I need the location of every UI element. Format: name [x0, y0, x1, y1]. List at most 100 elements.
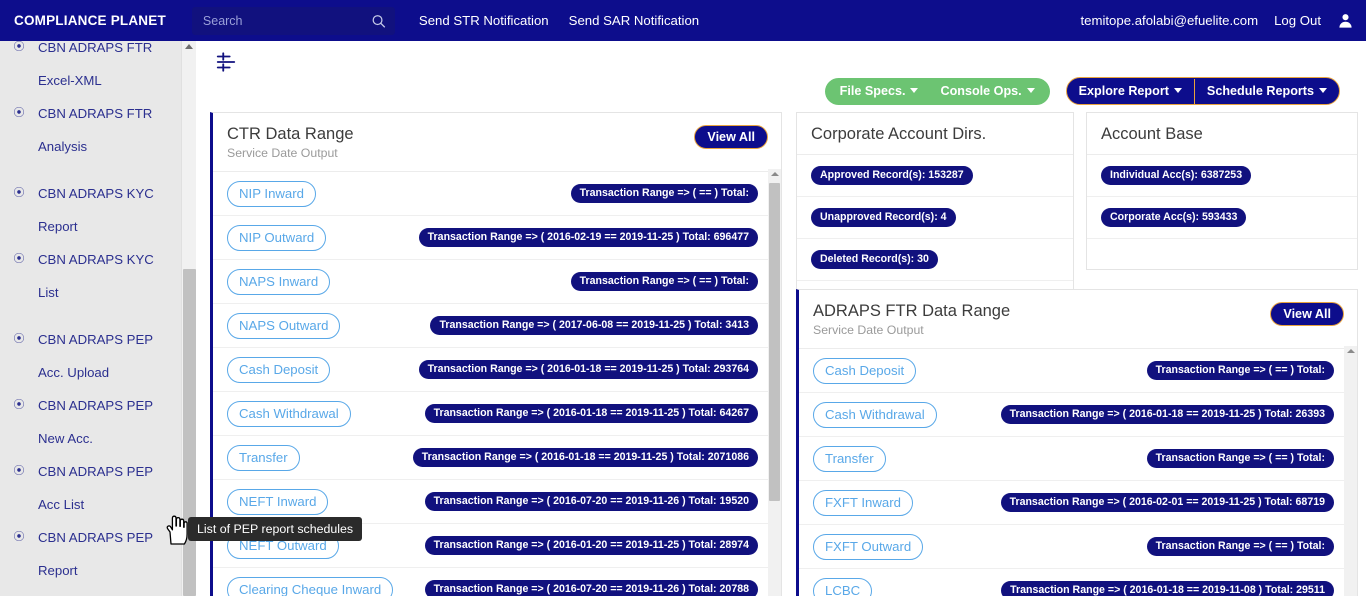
send-sar-notification-link[interactable]: Send SAR Notification: [568, 13, 700, 28]
file-specs-label: File Specs.: [839, 83, 906, 98]
sidebar-item-3[interactable]: ⦿ CBN ADRAPS KYC List: [0, 243, 181, 309]
table-row: NIP Inward Transaction Range => ( == ) To…: [213, 172, 768, 216]
explore-report-dropdown[interactable]: Explore Report: [1067, 79, 1194, 104]
chevron-down-icon: [910, 87, 919, 93]
sidebar-tooltip: List of PEP report schedules: [188, 517, 363, 541]
adraps-card-subtitle: Service Date Output: [813, 323, 924, 337]
scroll-up-arrow-icon[interactable]: [1346, 349, 1355, 353]
category-pill[interactable]: Transfer: [227, 444, 300, 471]
category-pill[interactable]: Cash Deposit: [227, 356, 331, 383]
record-count-badge[interactable]: Individual Acc(s): 6387253: [1101, 166, 1252, 185]
record-count-badge[interactable]: Unapproved Record(s): 4: [811, 208, 956, 227]
sidebar-item-6[interactable]: ⦿ CBN ADRAPS PEP Acc List: [0, 455, 181, 521]
clock-icon: ⦿: [13, 253, 25, 265]
sidebar-item-7[interactable]: ⦿ CBN ADRAPS PEP Report: [0, 521, 181, 587]
transaction-range-badge[interactable]: Transaction Range => ( == ) Total:: [1146, 537, 1334, 556]
adraps-scrollbar[interactable]: [1344, 346, 1357, 596]
user-avatar-icon[interactable]: [1337, 12, 1354, 29]
sidebar-item-8[interactable]: ⦿ CBN ADRAPS PEP List: [0, 587, 181, 596]
sidebar-item-label: CBN ADRAPS PEP Report: [38, 530, 153, 578]
category-pill[interactable]: FXFT Inward: [813, 489, 913, 516]
category-pill[interactable]: Clearing Cheque Inward: [227, 576, 394, 596]
sidebar-item-label: CBN ADRAPS FTR Excel-XML: [38, 41, 153, 88]
transaction-range-badge[interactable]: Transaction Range => ( 2016-07-20 == 201…: [424, 492, 758, 511]
transaction-range-badge[interactable]: Transaction Range => ( 2016-01-18 == 201…: [418, 360, 758, 379]
ctr-data-range-card: CTR Data Range Service Date Output View …: [210, 112, 782, 596]
transaction-range-badge[interactable]: Transaction Range => ( == ) Total:: [1146, 361, 1334, 380]
table-row: Transfer Transaction Range => ( == ) Tota…: [799, 437, 1344, 481]
category-pill[interactable]: NIP Outward: [227, 224, 327, 251]
scroll-up-arrow-icon[interactable]: [770, 172, 779, 176]
category-pill[interactable]: Cash Withdrawal: [813, 401, 937, 428]
sidebar-item-label: CBN ADRAPS KYC List: [38, 252, 154, 300]
transaction-range-badge[interactable]: Transaction Range => ( 2017-06-08 == 201…: [430, 316, 758, 335]
search-box[interactable]: [191, 6, 395, 35]
schedule-reports-dropdown[interactable]: Schedule Reports: [1193, 78, 1339, 104]
sliders-filter-icon[interactable]: [215, 51, 237, 73]
transaction-range-badge[interactable]: Transaction Range => ( 2016-01-20 == 201…: [424, 536, 758, 555]
ctr-view-all-button[interactable]: View All: [694, 125, 768, 149]
user-email-label: temitope.afolabi@efuelite.com: [1080, 13, 1259, 28]
ctr-scrollbar-thumb[interactable]: [769, 183, 780, 501]
category-pill[interactable]: Transfer: [813, 445, 886, 472]
transaction-range-badge[interactable]: Transaction Range => ( 2016-01-18 == 201…: [1000, 405, 1334, 424]
send-str-notification-link[interactable]: Send STR Notification: [418, 13, 549, 28]
sidebar-item-5[interactable]: ⦿ CBN ADRAPS PEP New Acc.: [0, 389, 181, 455]
category-pill[interactable]: LCBC: [813, 577, 873, 596]
clock-icon: ⦿: [13, 399, 25, 411]
category-pill[interactable]: NAPS Outward: [227, 312, 341, 339]
navy-button-group: Explore Report Schedule Reports: [1065, 77, 1340, 105]
category-pill[interactable]: Cash Deposit: [813, 357, 917, 384]
transaction-range-badge[interactable]: Transaction Range => ( 2016-01-18 == 201…: [1001, 581, 1334, 596]
sidebar-scrollbar[interactable]: [181, 41, 196, 596]
sidebar-item-4[interactable]: ⦿ CBN ADRAPS PEP Acc. Upload: [0, 323, 181, 389]
table-row: Cash Withdrawal Transaction Range => ( 20…: [213, 392, 768, 436]
transaction-range-badge[interactable]: Transaction Range => ( == ) Total:: [570, 272, 758, 291]
adraps-view-all-button[interactable]: View All: [1270, 302, 1344, 326]
transaction-range-badge[interactable]: Transaction Range => ( 2016-02-19 == 201…: [418, 228, 758, 247]
transaction-range-badge[interactable]: Transaction Range => ( 2016-07-20 == 201…: [424, 580, 758, 596]
console-ops-dropdown[interactable]: Console Ops.: [929, 78, 1045, 105]
category-pill[interactable]: NIP Inward: [227, 180, 316, 207]
corporate-card-title: Corporate Account Dirs.: [811, 125, 987, 143]
transaction-range-badge[interactable]: Transaction Range => ( == ) Total:: [1146, 449, 1334, 468]
sidebar-item-2[interactable]: ⦿ CBN ADRAPS KYC Report: [0, 177, 181, 243]
sidebar-scrollbar-thumb[interactable]: [183, 269, 196, 596]
corporate-row-list: Approved Record(s): 153287 Unapproved Rec…: [797, 155, 1073, 281]
main-content-area: File Specs. Console Ops. Explore Report …: [196, 41, 1366, 596]
transaction-range-badge[interactable]: Transaction Range => ( 2016-01-18 == 201…: [412, 448, 758, 467]
transaction-range-badge[interactable]: Transaction Range => ( 2016-02-01 == 201…: [1000, 493, 1334, 512]
category-pill[interactable]: NEFT Inward: [227, 488, 329, 515]
category-pill[interactable]: NEFT Outward: [227, 532, 339, 559]
search-input[interactable]: [191, 6, 395, 35]
list-item: Individual Acc(s): 6387253: [1087, 155, 1357, 197]
clock-icon: ⦿: [12, 587, 26, 596]
record-count-badge[interactable]: Approved Record(s): 153287: [811, 166, 973, 185]
table-row: LCBC Transaction Range => ( 2016-01-18 ==…: [799, 569, 1344, 596]
sidebar-item-1[interactable]: ⦿ CBN ADRAPS FTR Analysis: [0, 97, 181, 163]
transaction-range-badge[interactable]: Transaction Range => ( 2016-01-18 == 201…: [424, 404, 758, 423]
record-count-badge[interactable]: Deleted Record(s): 30: [811, 250, 938, 269]
chevron-down-icon: [1319, 87, 1327, 93]
file-specs-dropdown[interactable]: File Specs.: [829, 78, 930, 105]
adraps-ftr-data-range-card: ADRAPS FTR Data Range Service Date Outpu…: [796, 289, 1358, 596]
table-row: Transfer Transaction Range => ( 2016-01-1…: [213, 436, 768, 480]
table-row: FXFT Inward Transaction Range => ( 2016-0…: [799, 481, 1344, 525]
scroll-up-arrow-icon[interactable]: [185, 44, 193, 49]
clock-icon: ⦿: [13, 187, 25, 199]
category-pill[interactable]: FXFT Outward: [813, 533, 924, 560]
transaction-range-badge[interactable]: Transaction Range => ( == ) Total:: [570, 184, 758, 203]
category-pill[interactable]: NAPS Inward: [227, 268, 331, 295]
ctr-card-header: CTR Data Range Service Date Output View …: [213, 113, 781, 172]
list-item: Deleted Record(s): 30: [797, 239, 1073, 281]
sidebar-item-label: CBN ADRAPS PEP List: [38, 587, 175, 596]
logout-button[interactable]: Log Out: [1274, 13, 1321, 28]
table-row: FXFT Outward Transaction Range => ( == ) …: [799, 525, 1344, 569]
app-brand-title: COMPLIANCE PLANET: [14, 13, 166, 28]
sidebar-item-0[interactable]: ⦿ CBN ADRAPS FTR Excel-XML: [0, 41, 181, 97]
ctr-row-list: NIP Inward Transaction Range => ( == ) To…: [213, 172, 781, 596]
category-pill[interactable]: Cash Withdrawal: [227, 400, 351, 427]
ctr-scrollbar[interactable]: [768, 169, 781, 596]
record-count-badge[interactable]: Corporate Acc(s): 593433: [1101, 208, 1247, 227]
table-row: NEFT Inward Transaction Range => ( 2016-0…: [213, 480, 768, 524]
